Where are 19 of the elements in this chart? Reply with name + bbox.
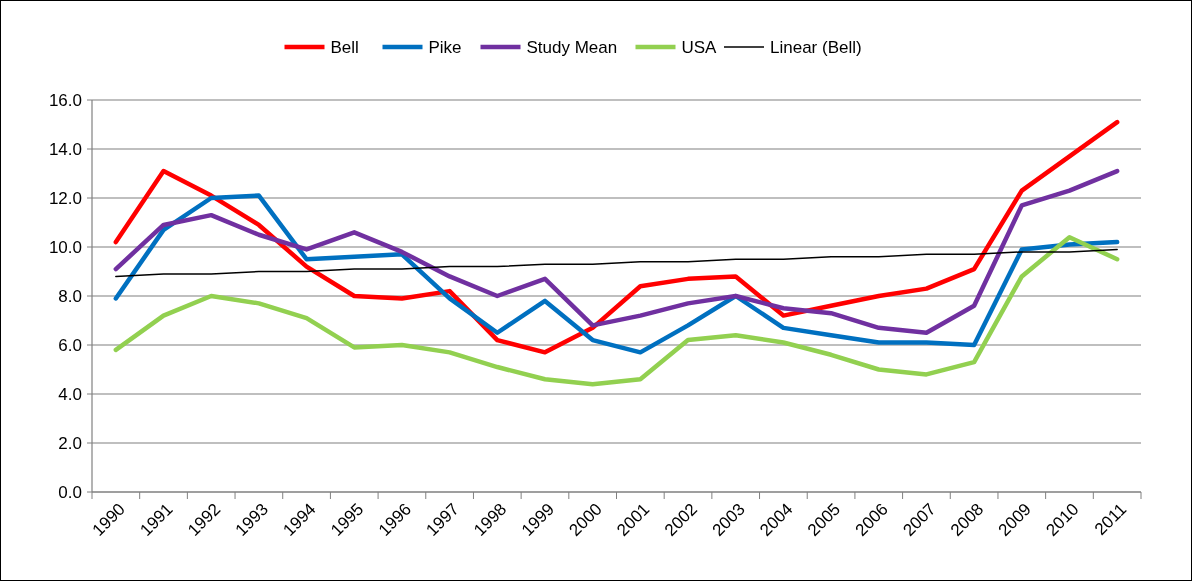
legend-label: Study Mean xyxy=(526,37,618,57)
line-series xyxy=(113,119,1120,355)
line-series xyxy=(113,193,1120,355)
y-tick-label: 6.0 xyxy=(58,335,82,355)
line-series xyxy=(113,168,1120,335)
y-tick-label: 12.0 xyxy=(48,188,82,208)
y-tick-label: 2.0 xyxy=(58,433,82,453)
legend-label: Pike xyxy=(428,37,462,57)
legend-label: USA xyxy=(681,37,718,57)
legend-label: Linear (Bell) xyxy=(770,37,862,57)
y-tick-label: 4.0 xyxy=(58,384,82,404)
y-tick-label: 8.0 xyxy=(58,286,82,306)
y-tick-label: 16.0 xyxy=(48,90,82,110)
legend-label: Bell xyxy=(330,37,359,57)
y-tick-label: 10.0 xyxy=(48,237,82,257)
line-series xyxy=(113,234,1120,387)
y-tick-label: 0.0 xyxy=(58,482,82,502)
line-series xyxy=(115,248,1118,278)
y-tick-label: 14.0 xyxy=(48,139,82,159)
